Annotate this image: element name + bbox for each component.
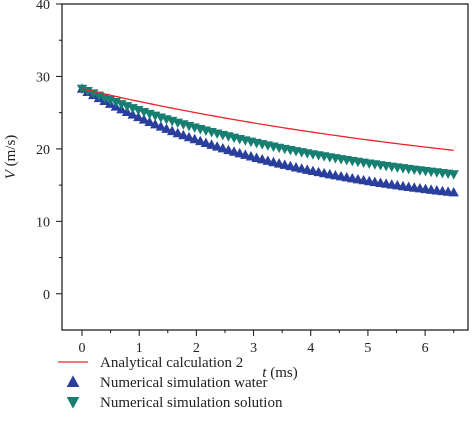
x-tick-label: 6 — [422, 341, 429, 356]
data-point — [127, 109, 138, 119]
data-point — [200, 137, 212, 148]
series-2 — [76, 84, 459, 180]
series-0 — [81, 88, 454, 151]
data-point — [161, 123, 172, 133]
data-point — [448, 186, 459, 197]
y-tick-label: 40 — [36, 0, 50, 13]
x-axis-variable: t — [262, 365, 267, 381]
x-tick-label: 4 — [307, 341, 314, 356]
series-line — [81, 88, 454, 151]
data-point — [223, 144, 234, 155]
x-tick-label: 0 — [79, 341, 86, 356]
legend-entry: Numerical simulation solution — [66, 395, 283, 411]
data-point — [228, 146, 240, 156]
data-point — [150, 118, 161, 129]
data-point — [234, 147, 245, 158]
data-point — [172, 127, 183, 138]
data-point — [155, 121, 167, 131]
y-tick-label: 0 — [43, 288, 50, 303]
data-point — [166, 125, 178, 136]
x-tick-label: 3 — [250, 341, 257, 356]
data-point — [195, 135, 206, 146]
y-axis-title: V (m/s) — [3, 135, 19, 180]
legend-entry: Analytical calculation 2 — [58, 355, 243, 371]
data-point — [206, 139, 217, 149]
axes: 0 1 2 3 4 5 6 0 10 20 30 40 — [36, 0, 469, 356]
x-axis-unit: (ms) — [266, 365, 297, 381]
data-point — [448, 170, 459, 180]
y-axis-unit: (m/s) — [3, 135, 19, 170]
legend-label: Numerical simulation water — [100, 375, 267, 391]
x-tick-label: 2 — [193, 341, 200, 356]
data-point — [144, 116, 155, 127]
data-point — [133, 111, 144, 122]
legend-label: Analytical calculation 2 — [100, 355, 243, 371]
data-point — [211, 141, 223, 151]
data-point — [240, 149, 251, 159]
legend: Analytical calculation 2 Numerical simula… — [58, 355, 283, 411]
y-tick-label: 20 — [36, 143, 50, 158]
x-tick-label: 5 — [364, 341, 371, 356]
data-point — [183, 131, 195, 142]
plot-frame — [61, 3, 469, 331]
data-point — [217, 142, 228, 153]
y-tick-label: 10 — [36, 215, 50, 230]
x-axis-label: t (ms) — [262, 365, 297, 381]
x-tick-label: 1 — [136, 341, 143, 356]
legend-swatch — [66, 375, 80, 387]
y-axis-variable: V — [3, 168, 19, 179]
y-tick-label: 30 — [36, 70, 50, 85]
data-point — [178, 129, 189, 140]
legend-label: Numerical simulation solution — [100, 395, 283, 411]
data-point — [189, 133, 200, 144]
legend-entry: Numerical simulation water — [66, 375, 267, 391]
series-layer — [76, 83, 459, 197]
data-point — [138, 114, 150, 124]
x-axis-title: t (ms) — [262, 365, 297, 381]
legend-swatch — [66, 397, 80, 409]
y-axis-label: V (m/s) — [3, 135, 19, 180]
